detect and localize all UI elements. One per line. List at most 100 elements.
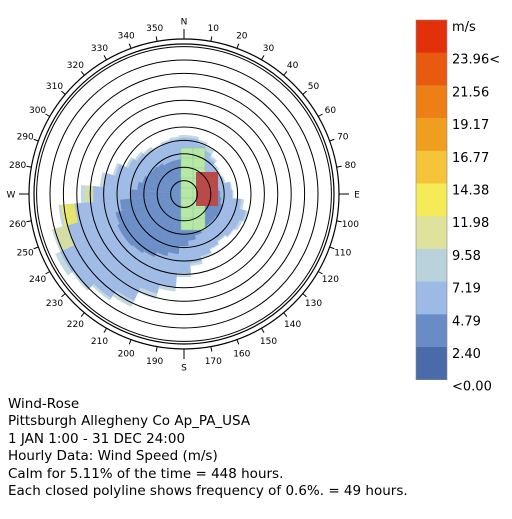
direction-label: 300 (29, 106, 46, 116)
frequency-ring (49, 59, 319, 329)
direction-label: 350 (146, 24, 163, 34)
petal-340-bin-1 (169, 160, 184, 194)
legend-swatch (416, 281, 447, 315)
direction-label: 260 (9, 220, 26, 230)
direction-label: 10 (208, 24, 220, 34)
legend-swatch (416, 52, 447, 86)
direction-label: E (354, 191, 360, 201)
frequency-ring (76, 86, 292, 302)
legend-swatch (416, 118, 447, 152)
petal-250-bin-1 (115, 194, 184, 225)
legend-label: 14.38 (452, 184, 489, 199)
legend-swatch (416, 248, 447, 282)
direction-tick (45, 113, 51, 117)
direction-label: 320 (67, 61, 84, 71)
frequency-ring (129, 139, 239, 249)
direction-label: 250 (17, 248, 34, 258)
caption-period: 1 JAN 1:00 - 31 DEC 24:00 (8, 430, 186, 447)
petal-260-bin-1 (119, 194, 184, 211)
direction-tick (210, 346, 213, 352)
frequency-ring (103, 113, 265, 275)
chart-caption: Wind-Rose Pittsburgh Allegheny Co Ap_PA_… (8, 396, 508, 500)
direction-label: 220 (67, 320, 84, 330)
legend-swatch (416, 20, 447, 53)
direction-label: S (181, 364, 187, 374)
direction-label: 290 (17, 133, 34, 143)
legend-label: 21.56 (452, 85, 489, 100)
frequency-ring (116, 126, 252, 262)
direction-label: 190 (146, 357, 163, 367)
direction-labels: N 10 20 30 40 50 60 70 80 E 100 110 120 130 140 150 160 1… (7, 18, 361, 374)
petal-220-bin-1 (132, 194, 184, 254)
direction-label: 60 (325, 106, 337, 116)
direction-tick (236, 43, 240, 49)
legend-label: 2.40 (452, 347, 481, 362)
petal-290-bin-1 (142, 175, 184, 194)
legend-label: 9.58 (452, 249, 481, 264)
direction-tick (236, 339, 240, 345)
caption-title: Wind-Rose (8, 396, 80, 412)
legend-labels: m/s 23.96< 21.56 19.17 16.77 14.38 11.98 9.58 7.… (452, 20, 500, 395)
petal-330-bin-1 (164, 162, 184, 194)
direction-tick (103, 55, 107, 61)
legend-swatches (415, 19, 448, 381)
direction-label: 340 (118, 32, 135, 42)
direction-tick (302, 293, 307, 298)
legend-swatch (416, 85, 447, 119)
petal-210-bin-1 (144, 194, 184, 258)
direction-label: W (7, 191, 16, 201)
caption-station: Pittsburgh Allegheny Co Ap_PA_USA (8, 413, 251, 430)
direction-label: 240 (29, 275, 46, 285)
direction-tick (26, 165, 32, 168)
direction-tick (336, 165, 342, 168)
rose-overlays (180, 147, 218, 231)
direction-label: 210 (91, 337, 108, 347)
direction-tick (283, 312, 288, 317)
direction-tick (210, 36, 213, 42)
frequency-ring (62, 72, 306, 316)
legend-label: 11.98 (452, 216, 489, 231)
direction-label: 100 (342, 220, 359, 230)
direction-label: 330 (91, 44, 108, 54)
legend-label: 4.79 (452, 314, 481, 329)
direction-label: 30 (263, 44, 275, 54)
legend-swatch (416, 347, 447, 380)
direction-label: 40 (287, 61, 299, 71)
direction-label: 170 (205, 357, 222, 367)
legend-label: 7.19 (452, 282, 481, 297)
direction-tick (261, 327, 265, 333)
direction-tick (329, 246, 335, 250)
direction-tick (329, 138, 335, 142)
direction-label: 120 (322, 275, 339, 285)
direction-tick (33, 138, 39, 142)
legend-swatch (416, 216, 447, 250)
frequency-ring (156, 166, 212, 222)
frequency-ring (143, 153, 225, 235)
direction-label: 80 (345, 161, 357, 171)
frequency-ring (170, 180, 198, 208)
direction-label: 310 (46, 82, 63, 92)
caption-calm: Calm for 5.11% of the time = 448 hours. (8, 465, 284, 482)
petal-270-accent (85, 185, 94, 203)
petal-200-bin-1 (156, 194, 184, 257)
direction-tick (33, 246, 39, 250)
direction-label: 230 (46, 299, 63, 309)
direction-label: 280 (9, 161, 26, 171)
direction-tick (61, 90, 66, 95)
direction-tick (336, 220, 342, 223)
direction-label: 200 (118, 349, 135, 359)
direction-ticks (19, 29, 349, 359)
outer-border-inner (33, 43, 335, 345)
direction-label: 110 (334, 248, 351, 258)
legend-label: 16.77 (452, 151, 489, 166)
legend-frame (415, 19, 448, 381)
legend-unit: m/s (452, 20, 476, 35)
direction-tick (128, 43, 132, 49)
direction-label: 140 (284, 320, 301, 330)
direction-tick (103, 327, 107, 333)
direction-label: 160 (233, 349, 250, 359)
red-marker-block (196, 172, 218, 206)
petal-300-bin-1 (147, 170, 184, 194)
